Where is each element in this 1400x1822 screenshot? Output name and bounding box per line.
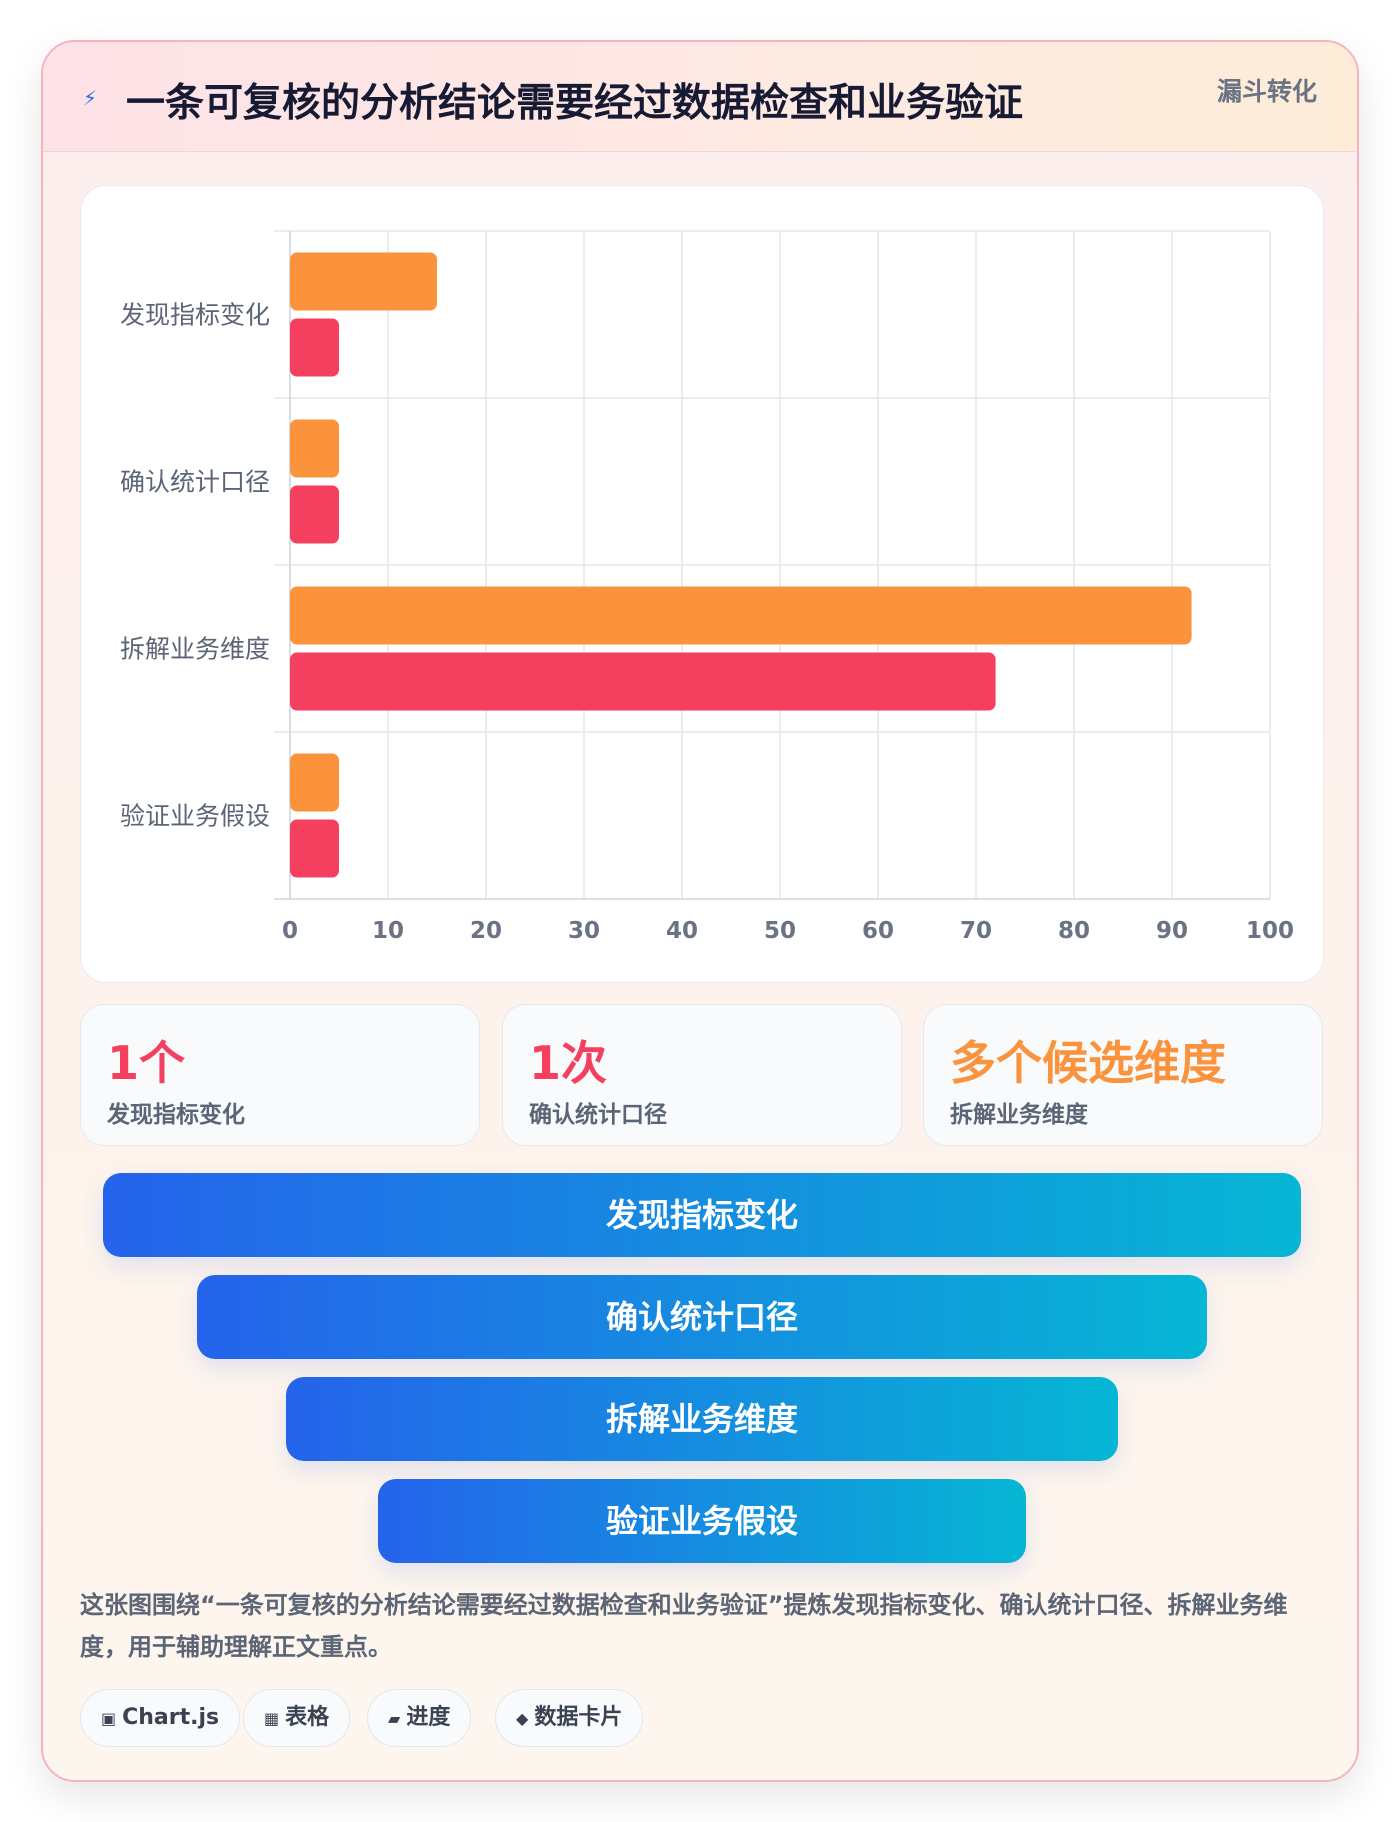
stat-value: 1次 (529, 1036, 608, 1090)
y-category-label: 发现指标变化 (120, 301, 270, 330)
y-category-label: 拆解业务维度 (120, 635, 270, 664)
page-title: 一条可复核的分析结论需要经过数据检查和业务验证 (126, 81, 1024, 126)
stat-card-1: 1个 发现指标变化 (80, 1004, 480, 1146)
chip-label: 数据卡片 (534, 1705, 623, 1730)
bar-series-2 (290, 485, 339, 544)
x-tick-label: 70 (960, 918, 992, 944)
stat-label: 拆解业务维度 (950, 1102, 1088, 1128)
bar-series-1 (290, 419, 339, 478)
category-tag: 漏斗转化 (1216, 77, 1317, 106)
x-tick-label: 80 (1058, 918, 1090, 944)
x-tick-label: 100 (1246, 918, 1294, 944)
x-tick-label: 20 (470, 918, 502, 944)
chip-chartjs[interactable]: ▣ Chart.js (80, 1689, 241, 1747)
card-header: ⚡ 一条可复核的分析结论需要经过数据检查和业务验证 漏斗转化 (43, 42, 1357, 152)
bar-series-2 (290, 652, 996, 711)
table-icon: ▦ (264, 1709, 280, 1728)
bar-chart: 0 10 20 30 40 50 60 70 80 90 100 发现指标变化确认统计口径拆解业务维度… (120, 230, 1294, 944)
chart-panel: 0 10 20 30 40 50 60 70 80 90 100 发现指标变化 确认统计口径 拆解业务维度… (80, 185, 1324, 983)
x-tick-label: 90 (1156, 918, 1188, 944)
y-category-label: 确认统计口径 (120, 468, 270, 497)
funnel-step-2: 确认统计口径 (197, 1275, 1207, 1359)
x-tick-label: 10 (372, 918, 404, 944)
chip-label: 进度 (406, 1705, 451, 1730)
bar-series-1 (290, 252, 437, 311)
main-card: ⚡ 一条可复核的分析结论需要经过数据检查和业务验证 漏斗转化 0 10 20 30 40… (41, 40, 1359, 1782)
funnel-step-3: 拆解业务维度 (286, 1377, 1118, 1461)
chip-progress[interactable]: ▰ 进度 (367, 1689, 472, 1747)
funnel-step-1: 发现指标变化 (103, 1173, 1301, 1257)
chip-label: 表格 (285, 1705, 330, 1730)
funnel-step-4: 验证业务假设 (378, 1479, 1026, 1563)
lightning-icon: ⚡ (83, 86, 98, 110)
y-category-label: 验证业务假设 (120, 802, 270, 831)
description-text: 这张图围绕“一条可复核的分析结论需要经过数据检查和业务验证”提炼发现指标变化、确… (80, 1591, 1288, 1661)
bar-series-1 (290, 586, 1192, 645)
bar-series-2 (290, 819, 339, 878)
bar-series-1 (290, 753, 339, 812)
stat-label: 确认统计口径 (529, 1102, 667, 1128)
chip-label: Chart.js (122, 1705, 220, 1730)
stat-card-3: 多个候选维度 拆解业务维度 (923, 1004, 1323, 1146)
progress-icon: ▰ (388, 1709, 401, 1728)
chip-data-card[interactable]: ◆ 数据卡片 (495, 1689, 644, 1747)
stat-value: 1个 (107, 1036, 186, 1090)
x-tick-label: 30 (568, 918, 600, 944)
stat-card-2: 1次 确认统计口径 (502, 1004, 902, 1146)
bar-series-2 (290, 318, 339, 377)
x-tick-label: 40 (666, 918, 698, 944)
stat-label: 发现指标变化 (107, 1102, 245, 1128)
stat-value: 多个候选维度 (950, 1036, 1226, 1090)
x-tick-label: 50 (764, 918, 796, 944)
chip-table[interactable]: ▦ 表格 (243, 1689, 351, 1747)
diamond-icon: ◆ (516, 1709, 529, 1728)
chart-icon: ▣ (101, 1709, 117, 1728)
x-tick-label: 0 (282, 918, 298, 944)
x-tick-label: 60 (862, 918, 894, 944)
